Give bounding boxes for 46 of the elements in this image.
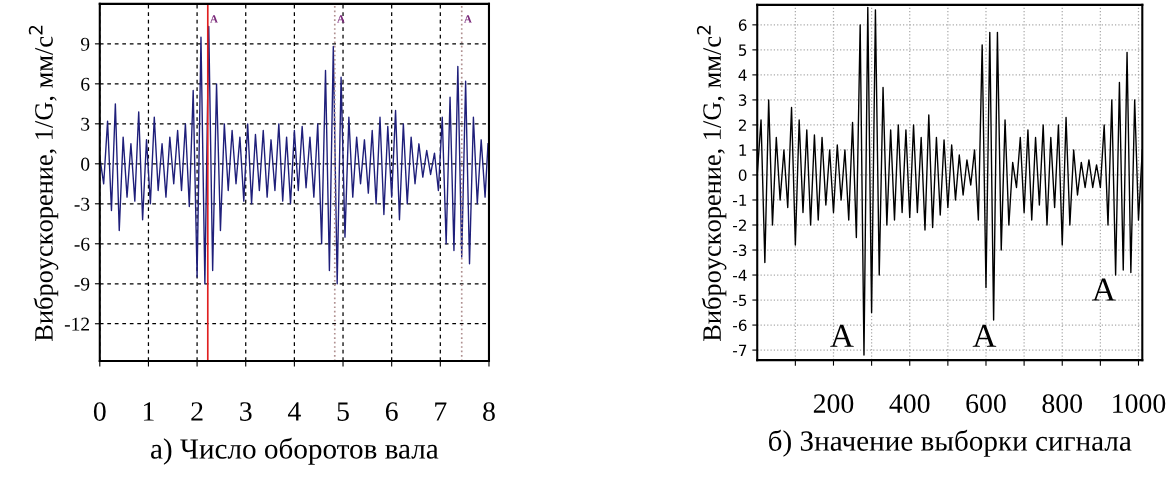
y-axis-title: Виброускорение, 1/G, мм/с$^{2}$ [696,25,727,341]
y-tick-label: -1 [733,194,747,206]
x-tick-label: 6 [385,402,398,421]
x-tick-label: 3 [240,402,252,421]
x-tick-label: 1 [143,402,154,421]
y-tick-label: -3 [733,244,747,257]
y-tick-label: -6 [74,237,90,251]
x-tick-label: 800 [1042,394,1083,413]
y-tick-label: 3 [738,94,747,106]
x-tick-label: 200 [813,394,854,413]
y-tick-label: 3 [81,117,90,131]
y-tick-label: -3 [74,197,90,211]
annotation: A [972,324,997,347]
x-tick-label: 8 [483,402,495,421]
y-tick-label: -7 [733,344,747,356]
x-axis-title: б) Значение выборки сигнала [769,429,1132,457]
y-tick-label: 6 [81,77,90,91]
x-tick-label: 4 [287,402,301,421]
x-tick-label: 5 [337,402,349,421]
x-tick-label: 7 [435,402,447,421]
ref-line-label: A [210,15,218,23]
y-tick-label: 9 [80,37,90,51]
y-tick-label: 6 [738,19,747,31]
y-tick-label: -5 [733,294,747,307]
x-tick-label: 2 [191,402,203,421]
y-tick-label: -2 [733,219,746,231]
y-tick-label: 0 [738,169,747,181]
y-tick-label: -4 [733,269,747,281]
y-tick-label: -6 [733,319,747,332]
y-tick-label: -12 [64,317,89,331]
x-tick-label: 600 [966,394,1006,413]
y-tick-label: -9 [74,277,90,291]
y-tick-label: 5 [738,44,747,56]
x-tick-label: 1000 [1113,394,1166,413]
ref-line-label: A [337,15,345,23]
annotation: A [830,324,854,347]
x-tick-label: 0 [93,402,106,421]
x-tick-label: 400 [889,394,930,413]
y-tick-label: 2 [738,119,746,131]
y-axis-title: Виброускорение, 1/G, мм/с$^{2}$ [28,25,59,341]
y-tick-label: 4 [738,69,747,81]
ref-line-label: A [464,15,472,23]
y-tick-label: 1 [739,144,747,156]
y-tick-label: 0 [81,157,90,171]
x-axis-title: а) Число оборотов вала [151,437,439,465]
annotation: A [1092,278,1116,301]
